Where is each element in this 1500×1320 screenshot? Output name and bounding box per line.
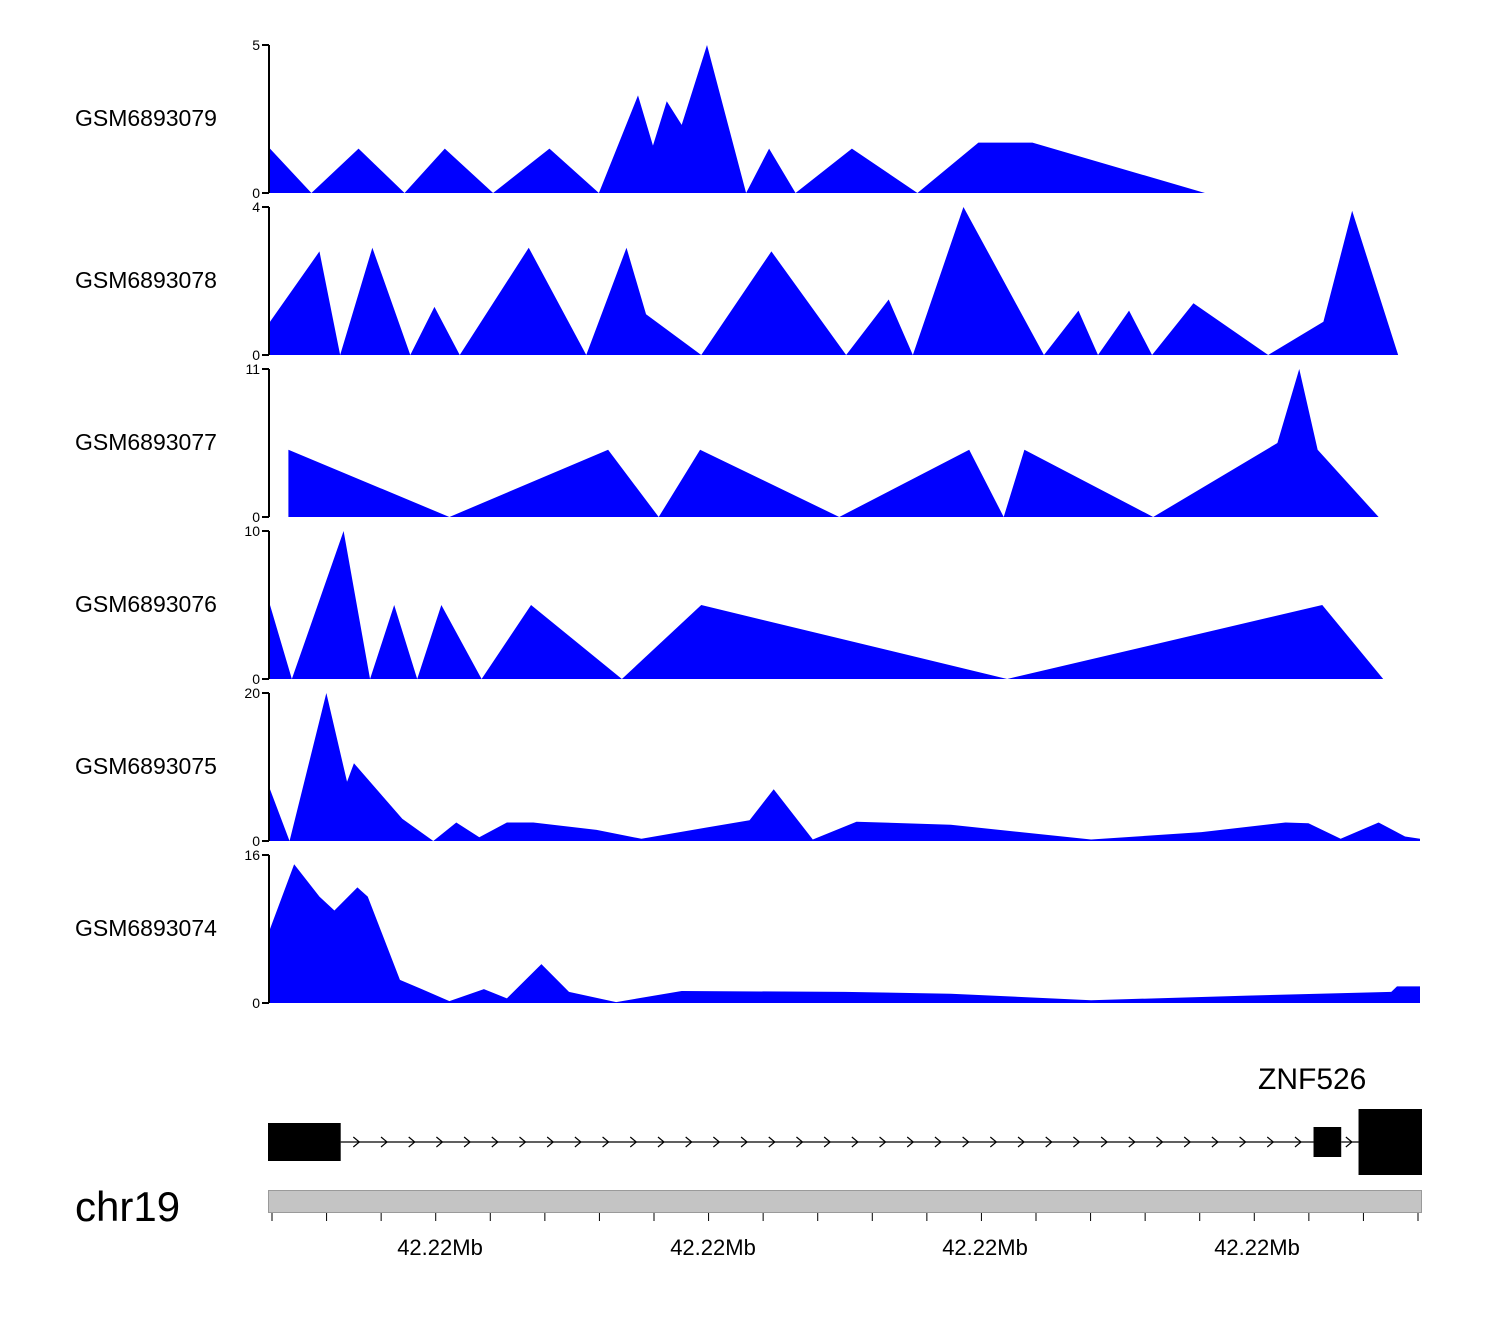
track-label: GSM6893075 [75, 753, 217, 779]
coverage-track-gsm6893075: GSM6893075 20 0 [0, 685, 1500, 849]
ruler-tick-label: 42.22Mb [942, 1235, 1028, 1260]
y-axis-zero-label: 0 [252, 833, 260, 849]
y-axis-zero-label: 0 [252, 347, 260, 363]
ruler-tick-label: 42.22Mb [670, 1235, 756, 1260]
coverage-area-plot [270, 531, 1420, 679]
ruler-tick-marks [271, 1213, 1419, 1221]
track-plot-area [262, 692, 1420, 842]
y-axis-zero-label: 0 [252, 671, 260, 687]
coverage-track-gsm6893079: GSM6893079 5 0 [0, 37, 1500, 201]
y-axis-max-label: 20 [244, 685, 260, 701]
y-axis-zero-label: 0 [252, 995, 260, 1011]
coverage-track-gsm6893076: GSM6893076 10 0 [0, 523, 1500, 687]
coverage-area-plot [270, 693, 1420, 841]
y-axis-zero-label: 0 [252, 509, 260, 525]
coverage-area-plot [288, 369, 1420, 517]
track-plot-area [262, 44, 1420, 194]
track-plot-area [262, 854, 1420, 1004]
coverage-track-gsm6893074: GSM6893074 16 0 [0, 847, 1500, 1011]
track-plot-area [262, 206, 1420, 356]
gene-model-track [268, 1109, 1422, 1175]
y-axis-max-label: 5 [252, 37, 260, 53]
y-axis-max-label: 10 [244, 523, 260, 539]
track-plot-area [262, 530, 1420, 680]
y-axis-max-label: 4 [252, 199, 260, 215]
coverage-area-plot [270, 864, 1420, 1003]
coverage-track-gsm6893078: GSM6893078 4 0 [0, 199, 1500, 363]
track-label: GSM6893077 [75, 429, 217, 455]
track-plot-area [262, 368, 1420, 518]
chromosome-bar [268, 1190, 1422, 1213]
gene-name-label: ZNF526 [1258, 1063, 1367, 1096]
coverage-area-plot [270, 207, 1420, 355]
track-label: GSM6893074 [75, 915, 217, 941]
track-label: GSM6893079 [75, 105, 217, 131]
y-axis-max-label: 16 [244, 847, 260, 863]
track-label: GSM6893078 [75, 267, 217, 293]
coverage-track-gsm6893077: GSM6893077 11 0 [0, 361, 1500, 525]
coverage-area-plot [270, 45, 1420, 193]
track-label: GSM6893076 [75, 591, 217, 617]
y-axis-zero-label: 0 [252, 185, 260, 201]
chromosome-label: chr19 [75, 1183, 181, 1230]
ruler-tick-label: 42.22Mb [1214, 1235, 1300, 1260]
y-axis-max-label: 11 [245, 361, 260, 377]
ruler-tick-label: 42.22Mb [397, 1235, 483, 1260]
